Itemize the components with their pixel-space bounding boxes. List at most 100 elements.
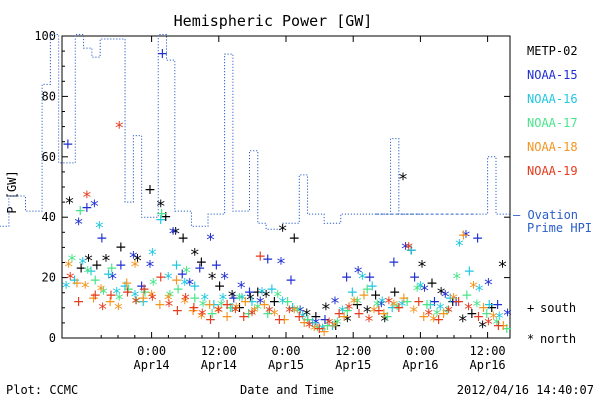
- data-point: +: [103, 267, 115, 283]
- data-point: +: [501, 321, 513, 337]
- data-point: *: [190, 245, 199, 265]
- data-point: +: [287, 300, 299, 316]
- data-point: *: [449, 291, 458, 311]
- data-point: +: [234, 300, 246, 316]
- data-point: *: [302, 306, 311, 326]
- data-point: *: [148, 291, 157, 311]
- data-point: +: [73, 294, 85, 310]
- data-point: *: [231, 303, 240, 323]
- x-tick-label: 12:00: [335, 344, 371, 358]
- data-point: +: [225, 300, 237, 316]
- legend-south-label: south: [540, 301, 576, 315]
- data-point: +: [69, 273, 81, 289]
- data-point: +: [318, 324, 330, 340]
- legend-entry: NOAA-15: [527, 68, 578, 82]
- y-tick-label: 80: [42, 89, 56, 103]
- data-point: +: [307, 315, 319, 331]
- x-tick-label: 0:00: [272, 344, 301, 358]
- data-point: *: [146, 258, 155, 278]
- data-point: +: [353, 306, 365, 322]
- data-point: *: [131, 258, 140, 278]
- data-point: *: [433, 306, 442, 326]
- data-point: *: [489, 309, 498, 329]
- series-noaa-16: *+*+*+*+*+*+*+* +* + * + * + * +* +* + * +*+* +* + *+*+…: [62, 212, 504, 341]
- data-point: *: [74, 215, 83, 235]
- data-point: *: [458, 312, 467, 332]
- y-axis-label: P [GW]: [5, 170, 19, 213]
- data-point: +: [194, 261, 206, 277]
- data-point: +: [121, 276, 133, 292]
- data-point: *: [277, 255, 286, 275]
- data-point: +: [418, 309, 430, 325]
- data-point: +: [401, 294, 413, 310]
- data-point: *: [237, 279, 246, 299]
- data-point: *: [333, 315, 342, 335]
- series-noaa-17: *+*+*+*+*+*+*+*+* + * + *+ * +* +* +* + *+ *+*+ * +*+…: [68, 203, 513, 341]
- data-point: *: [313, 321, 322, 341]
- data-point: +: [333, 306, 345, 322]
- data-point: *: [169, 224, 178, 244]
- data-point: +: [75, 261, 87, 277]
- y-tick-label: 60: [42, 150, 56, 164]
- data-point: +: [405, 242, 417, 258]
- data-point: +: [273, 312, 285, 328]
- data-point: +: [361, 282, 373, 298]
- data-point: +: [187, 303, 199, 319]
- series-noaa-19: *+*+*+*+*+*+*+*+*+*+*+*+* + * +* + *+ * + *+ * +*+…: [66, 119, 504, 338]
- data-point: *: [464, 300, 473, 320]
- data-point: *: [338, 303, 347, 323]
- data-point: +: [188, 300, 200, 316]
- data-point: *: [248, 306, 257, 326]
- data-point: *: [285, 303, 294, 323]
- data-point: +: [210, 258, 222, 274]
- data-point: +: [155, 212, 167, 228]
- data-point: +: [269, 294, 281, 310]
- data-point: +: [171, 273, 183, 289]
- data-point: *: [265, 303, 274, 323]
- data-point: +: [278, 312, 290, 328]
- x-tick-label: 12:00: [201, 344, 237, 358]
- data-point: +: [388, 255, 400, 271]
- data-point: +: [115, 258, 127, 274]
- data-point: +: [196, 255, 208, 271]
- data-point: *: [325, 315, 334, 335]
- x-axis-label: Date and Time: [240, 383, 334, 397]
- data-point: +: [466, 306, 478, 322]
- data-point: *: [217, 297, 226, 317]
- data-point: +: [424, 297, 436, 313]
- legend-entry: NOAA-19: [527, 164, 578, 178]
- data-point: *: [99, 285, 108, 305]
- data-point: +: [497, 318, 509, 334]
- y-tick-label: 40: [42, 210, 56, 224]
- data-point: +: [104, 294, 116, 310]
- data-point: +: [239, 294, 251, 310]
- data-point: *: [473, 297, 482, 317]
- data-point: *: [254, 300, 263, 320]
- data-point: *: [393, 300, 402, 320]
- data-point: *: [102, 251, 111, 271]
- data-point: *: [273, 288, 282, 308]
- data-point: +: [189, 279, 201, 295]
- series-noaa-18: *+*+*+*+*+*+*+*+*+* + * +* +* + *+ * + *+* +* + * +* +…: [64, 227, 509, 341]
- data-point: +: [429, 294, 441, 310]
- legend-ovation-label-2: Prime HPI: [527, 221, 592, 235]
- data-point: +: [378, 306, 390, 322]
- data-point: *: [322, 300, 331, 320]
- data-point: +: [205, 312, 217, 328]
- data-point: +: [139, 285, 151, 301]
- data-point: +: [259, 297, 271, 313]
- data-point: +: [89, 288, 101, 304]
- data-point: +: [293, 309, 305, 325]
- data-point: +: [189, 291, 201, 307]
- data-point: *: [441, 288, 450, 308]
- data-point: +: [330, 318, 342, 334]
- legend-ovation-label: — Ovation: [513, 208, 578, 222]
- data-point: *: [312, 315, 321, 335]
- data-point: +: [156, 206, 168, 222]
- data-point: *: [132, 294, 141, 314]
- data-point: *: [354, 264, 363, 284]
- data-point: *: [298, 309, 307, 329]
- data-point: *: [256, 294, 265, 314]
- data-point: +: [214, 279, 226, 295]
- data-point: *: [166, 288, 175, 308]
